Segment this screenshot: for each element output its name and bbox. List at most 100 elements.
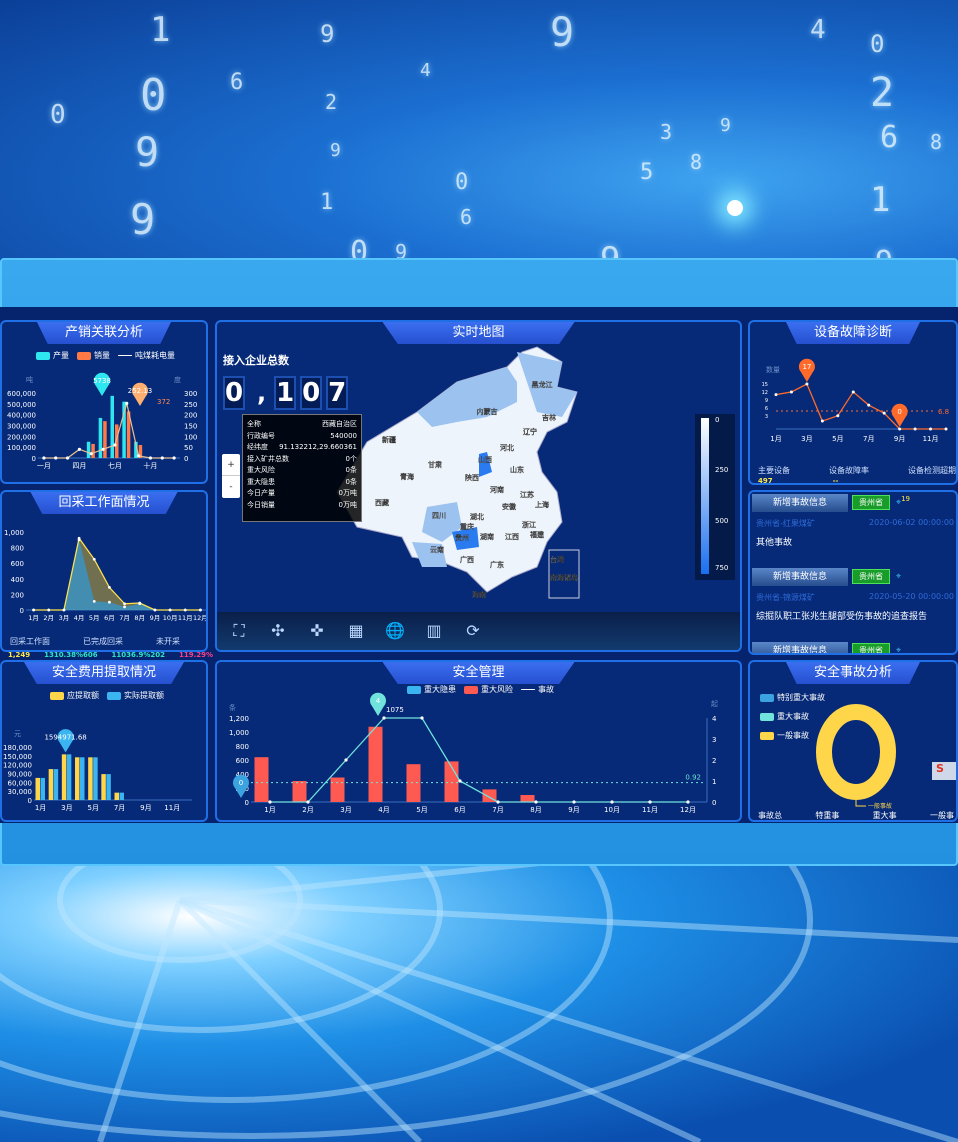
province-label[interactable]: 贵州 [455,533,469,542]
line-point[interactable] [913,427,917,431]
province-label[interactable]: 陕西 [465,473,479,482]
line-point[interactable] [123,605,126,609]
legend-item[interactable]: 重大隐患 [407,684,456,695]
bar-due[interactable] [114,792,120,800]
line-point[interactable] [32,608,35,612]
expand-icon[interactable]: ✣ [271,621,285,640]
line-point[interactable] [113,443,117,447]
line-point[interactable] [153,608,157,612]
line-point[interactable] [47,608,51,612]
line-point[interactable] [789,390,793,394]
province-label[interactable]: 海南 [472,590,486,599]
line-point[interactable] [183,608,187,612]
line-point[interactable] [160,456,164,460]
new-event-button[interactable]: 新增事故信息 [752,568,848,586]
bar-due[interactable] [61,754,67,800]
bar-actual[interactable] [80,757,85,800]
bar-due[interactable] [35,777,41,800]
line-point[interactable] [534,800,538,804]
line-point[interactable] [125,401,129,405]
line-point[interactable] [898,427,902,431]
bar-major-risk[interactable] [368,726,383,802]
fullscreen-icon[interactable]: ⛶ [233,621,245,640]
line-point[interactable] [108,600,111,604]
province-label[interactable]: 广东 [490,560,504,569]
bar-sales[interactable] [138,445,143,458]
line-point[interactable] [867,403,871,407]
line-point[interactable] [820,419,824,423]
province-label[interactable]: 南海诸岛 [550,573,578,582]
legend-item[interactable]: 吨煤耗电量 [118,350,175,361]
line-point[interactable] [836,414,840,418]
bar-production[interactable] [86,441,91,458]
bar-major-risk[interactable] [520,795,535,802]
line-point[interactable] [774,393,778,397]
line-point[interactable] [648,800,652,804]
province-label[interactable]: 青海 [400,472,414,481]
bar-actual[interactable] [93,757,98,800]
shrink-icon[interactable]: ✜ [310,621,324,640]
province-label[interactable]: 上海 [535,500,549,509]
province-label[interactable]: 内蒙古 [476,407,498,416]
bar-actual[interactable] [119,792,125,800]
line-point[interactable] [382,716,386,720]
bar-sales[interactable] [115,424,119,458]
line-point[interactable] [496,800,500,804]
line-point[interactable] [138,602,142,606]
line-point[interactable] [42,456,46,460]
line-point[interactable] [65,456,70,460]
bar-production[interactable] [122,401,126,458]
new-event-button[interactable]: 新增事故信息 [752,494,848,512]
location-icon[interactable]: ⌖ [896,498,902,508]
line-point[interactable] [929,427,933,431]
bar-production[interactable] [134,441,138,458]
line-point[interactable] [944,427,948,431]
event-item[interactable]: 新增事故信息 贵州省 ⌖19 贵州省-红果煤矿 2020-06-02 00:00:00… [752,494,956,548]
refresh-icon[interactable]: ⟳ [466,621,480,640]
province-label[interactable]: 湖南 [480,532,494,541]
province-label[interactable]: 河南 [490,485,504,494]
location-icon[interactable]: ⌖ [896,646,902,655]
line-point[interactable] [199,608,202,612]
province-label[interactable]: 四川 [432,512,446,520]
bar-due[interactable] [88,757,93,800]
bar-major-risk[interactable] [292,781,307,802]
line-point[interactable] [458,779,462,783]
donut-slice-general[interactable] [816,704,896,800]
province-tag[interactable]: 贵州省 [852,569,890,584]
legend-item[interactable]: 实际提取额 [107,690,164,701]
floating-widget[interactable]: S [932,762,956,780]
legend-item[interactable]: 应提取额 [50,690,99,701]
province-tag[interactable]: 贵州省 [852,643,890,653]
line-point[interactable] [89,452,93,456]
building-icon[interactable]: ▥ [426,621,442,640]
legend-item[interactable]: 产量 [36,350,69,361]
province-label[interactable]: 安徽 [502,502,516,511]
zoom-in-button[interactable]: + [222,454,240,476]
province-label[interactable]: 河北 [500,444,514,452]
province-label[interactable]: 湖北 [470,512,484,521]
bar-major-risk[interactable] [254,757,269,802]
bar-actual[interactable] [66,754,72,800]
line-point[interactable] [148,456,153,460]
province-label[interactable]: 江苏 [520,490,534,499]
bar-sales[interactable] [126,411,131,458]
location-icon[interactable]: ⌖ [896,572,902,582]
line-point[interactable] [54,456,58,460]
bar-due[interactable] [101,774,106,800]
scale-gradient[interactable] [701,418,709,574]
legend-item[interactable]: 销量 [77,350,110,361]
province-label[interactable]: 新疆 [382,435,396,444]
line-point[interactable] [77,538,81,542]
province-label[interactable]: 吉林 [542,413,556,422]
province-label[interactable]: 山西 [478,455,492,464]
line-point[interactable] [108,585,111,589]
bar-due[interactable] [48,769,54,800]
bar-sales[interactable] [91,443,95,458]
map-style-icon[interactable]: ▦ [348,621,364,640]
bar-production[interactable] [98,417,103,458]
line-point[interactable] [572,800,576,804]
bar-actual[interactable] [40,777,46,800]
bar-major-risk[interactable] [330,777,345,803]
